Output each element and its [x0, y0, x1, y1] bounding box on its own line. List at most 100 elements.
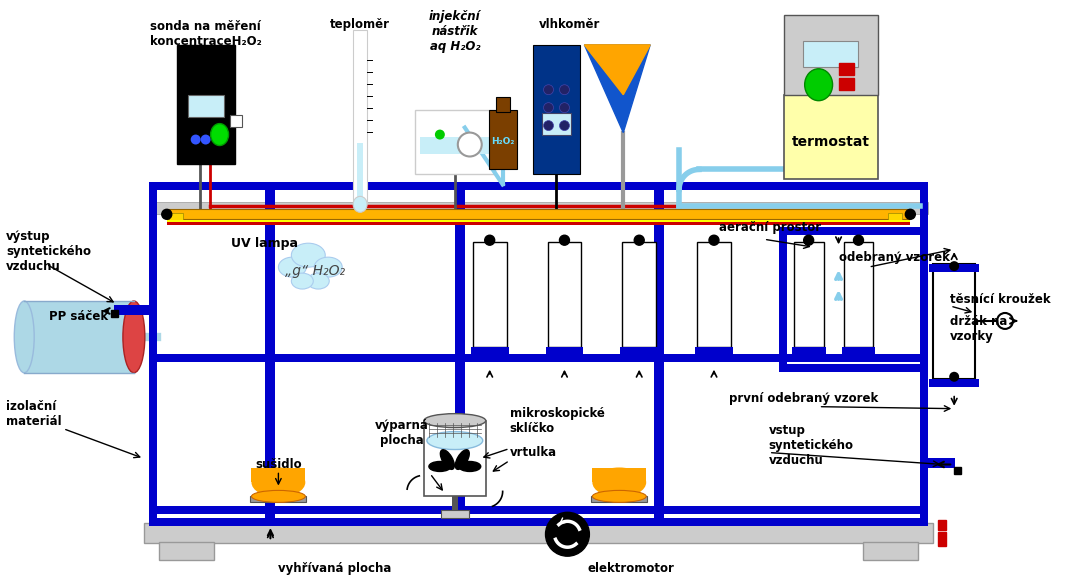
Bar	[934, 264, 976, 379]
Bar	[149, 183, 928, 526]
Bar	[230, 115, 241, 127]
Bar	[488, 109, 516, 169]
Circle shape	[485, 235, 495, 245]
Ellipse shape	[251, 468, 305, 497]
Text: sonda na měření
koncentraceH₂O₂: sonda na měření koncentraceH₂O₂	[150, 20, 262, 48]
Bar	[420, 137, 489, 154]
Bar	[888, 213, 902, 220]
Bar	[778, 235, 787, 372]
Text: vstup
syntetického
vzduchu: vstup syntetického vzduchu	[769, 424, 854, 467]
Bar	[496, 97, 510, 112]
Circle shape	[162, 209, 171, 219]
Ellipse shape	[593, 490, 646, 502]
Bar	[620, 347, 659, 355]
Text: PP sáček: PP sáček	[50, 310, 109, 324]
Bar	[784, 94, 879, 179]
Bar	[251, 468, 305, 483]
Circle shape	[545, 512, 590, 556]
Bar	[424, 420, 486, 497]
Bar	[354, 30, 368, 202]
Bar	[622, 242, 657, 347]
Circle shape	[906, 209, 915, 219]
Text: výstup
syntetického
vzduchu: výstup syntetického vzduchu	[6, 230, 92, 272]
Bar	[111, 310, 118, 317]
Ellipse shape	[429, 461, 451, 472]
Circle shape	[559, 120, 569, 131]
Bar	[541, 113, 571, 135]
Bar	[654, 191, 664, 518]
Bar	[156, 354, 921, 362]
Bar	[842, 347, 875, 355]
Bar	[592, 497, 647, 502]
Ellipse shape	[459, 461, 481, 472]
Bar	[24, 301, 134, 373]
Circle shape	[543, 120, 553, 131]
Bar	[415, 109, 495, 175]
Text: teploměr: teploměr	[330, 18, 390, 31]
Bar	[149, 518, 928, 526]
Ellipse shape	[354, 196, 368, 213]
Circle shape	[997, 313, 1013, 329]
Bar	[921, 458, 955, 468]
Ellipse shape	[441, 450, 454, 469]
Ellipse shape	[14, 301, 34, 373]
Circle shape	[543, 103, 553, 113]
Ellipse shape	[291, 243, 326, 267]
Text: první odebraný vzorek: první odebraný vzorek	[729, 392, 879, 405]
Circle shape	[543, 85, 553, 94]
Bar	[791, 347, 826, 355]
Circle shape	[559, 235, 569, 245]
Ellipse shape	[307, 273, 329, 289]
Circle shape	[559, 103, 569, 113]
Bar	[803, 41, 858, 67]
Bar	[471, 347, 509, 355]
Text: UV lampa: UV lampa	[231, 237, 298, 250]
Ellipse shape	[424, 414, 486, 427]
Ellipse shape	[251, 490, 305, 502]
Bar	[455, 191, 465, 518]
Ellipse shape	[455, 450, 469, 469]
Ellipse shape	[804, 69, 832, 101]
Circle shape	[434, 130, 445, 139]
Text: vlhkoměr: vlhkoměr	[539, 18, 600, 31]
Bar	[149, 202, 928, 214]
Bar	[167, 220, 910, 222]
Bar	[593, 468, 646, 483]
Bar	[695, 347, 733, 355]
Circle shape	[950, 261, 959, 271]
Bar	[863, 542, 918, 560]
Bar	[548, 242, 581, 347]
Bar	[167, 209, 910, 219]
Bar	[188, 94, 223, 116]
Bar	[938, 520, 946, 530]
Bar	[265, 191, 275, 518]
Text: aerační prostor: aerační prostor	[719, 221, 821, 234]
Bar	[357, 142, 363, 202]
Text: výparná
plocha: výparná plocha	[375, 419, 429, 446]
Bar	[158, 542, 213, 560]
Ellipse shape	[123, 301, 144, 373]
Bar	[441, 510, 469, 518]
Text: odebraný vzorek: odebraný vzorek	[839, 251, 950, 264]
Circle shape	[559, 85, 569, 94]
Bar	[938, 532, 946, 546]
Text: vyhřívaná plocha: vyhřívaná plocha	[278, 562, 391, 575]
Polygon shape	[584, 45, 650, 94]
Bar	[929, 264, 979, 272]
Circle shape	[201, 135, 210, 145]
Bar	[793, 242, 824, 347]
Circle shape	[854, 235, 863, 245]
Bar	[697, 242, 731, 347]
Bar	[114, 305, 156, 315]
Text: elektromotor: elektromotor	[588, 562, 674, 575]
Ellipse shape	[315, 257, 342, 277]
Bar	[149, 183, 928, 191]
Bar	[167, 221, 910, 225]
Ellipse shape	[291, 273, 314, 289]
Bar	[250, 497, 306, 502]
Bar	[778, 364, 921, 372]
Circle shape	[709, 235, 719, 245]
Bar	[143, 523, 934, 543]
Circle shape	[191, 135, 201, 145]
Circle shape	[634, 235, 645, 245]
